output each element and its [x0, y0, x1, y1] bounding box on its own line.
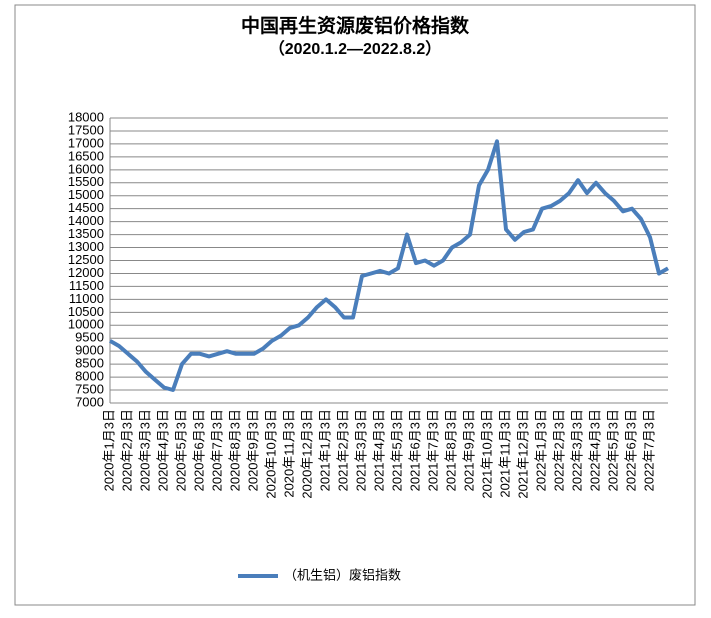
y-tick-label: 8500	[75, 356, 104, 371]
x-tick-label: 2021年12月3日	[515, 409, 530, 499]
y-tick-label: 16500	[68, 148, 104, 163]
y-tick-label: 15500	[68, 174, 104, 189]
x-tick-label: 2020年1月3日	[101, 409, 116, 491]
x-tick-label: 2021年4月3日	[371, 409, 386, 491]
x-tick-label: 2020年7月3日	[209, 409, 224, 491]
y-tick-label: 7000	[75, 394, 104, 409]
y-tick-label: 16000	[68, 161, 104, 176]
y-tick-label: 13500	[68, 226, 104, 241]
y-tick-label: 10500	[68, 304, 104, 319]
x-tick-label: 2021年9月3日	[461, 409, 476, 491]
x-tick-label: 2021年7月3日	[425, 409, 440, 491]
y-tick-label: 15000	[68, 187, 104, 202]
x-tick-label: 2020年12月3日	[299, 409, 314, 499]
x-tick-label: 2021年2月3日	[335, 409, 350, 491]
x-tick-label: 2021年10月3日	[479, 409, 494, 499]
y-tick-label: 18000	[68, 109, 104, 124]
chart-title: 中国再生资源废铝价格指数	[241, 14, 470, 37]
x-tick-label: 2022年2月3日	[551, 409, 566, 491]
y-tick-label: 17500	[68, 122, 104, 137]
x-tick-label: 2022年1月3日	[533, 409, 548, 491]
x-tick-label: 2022年7月3日	[641, 409, 656, 491]
x-tick-label: 2020年8月3日	[227, 409, 242, 491]
y-tick-label: 7500	[75, 381, 104, 396]
y-tick-label: 9000	[75, 343, 104, 358]
legend-label: （机生铝）废铝指数	[284, 567, 401, 582]
y-tick-label: 14000	[68, 213, 104, 228]
y-tick-label: 9500	[75, 330, 104, 345]
x-tick-label: 2021年11月3日	[497, 409, 512, 498]
x-tick-label: 2020年11月3日	[281, 409, 296, 498]
x-tick-label: 2020年6月3日	[191, 409, 206, 491]
x-tick-label: 2020年10月3日	[263, 409, 278, 499]
y-tick-label: 8000	[75, 369, 104, 384]
y-tick-label: 11500	[69, 278, 104, 293]
x-tick-label: 2022年6月3日	[623, 409, 638, 491]
y-tick-label: 12000	[68, 265, 104, 280]
chart-subtitle: （2020.1.2—2022.8.2）	[269, 40, 442, 58]
x-tick-label: 2021年5月3日	[389, 409, 404, 491]
y-tick-label: 14500	[68, 200, 104, 215]
x-tick-label: 2021年6月3日	[407, 409, 422, 491]
x-tick-label: 2021年1月3日	[317, 409, 332, 491]
x-tick-label: 2020年4月3日	[155, 409, 170, 491]
y-tick-label: 12500	[68, 252, 104, 267]
x-tick-label: 2020年5月3日	[173, 409, 188, 491]
x-tick-label: 2022年3月3日	[569, 409, 584, 491]
x-tick-label: 2020年3月3日	[137, 409, 152, 491]
y-tick-label: 17000	[68, 135, 104, 150]
x-tick-label: 2022年4月3日	[587, 409, 602, 491]
x-tick-label: 2020年9月3日	[245, 409, 260, 491]
y-tick-label: 10000	[68, 317, 104, 332]
x-tick-label: 2020年2月3日	[119, 409, 134, 491]
y-tick-label: 11000	[69, 291, 104, 306]
data-line	[108, 139, 670, 392]
x-tick-label: 2022年5月3日	[605, 409, 620, 491]
x-tick-label: 2021年3月3日	[353, 409, 368, 491]
x-tick-label: 2021年8月3日	[443, 409, 458, 491]
y-tick-label: 13000	[68, 239, 104, 254]
